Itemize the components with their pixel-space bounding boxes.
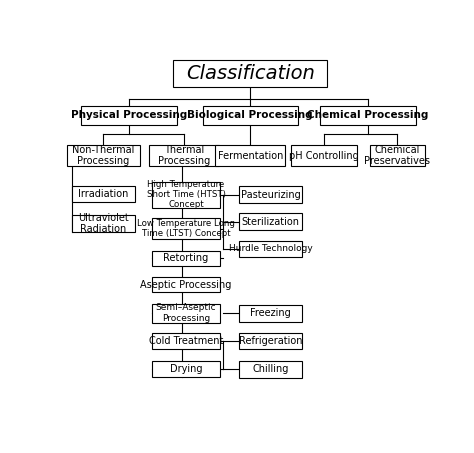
FancyBboxPatch shape <box>239 305 301 322</box>
FancyBboxPatch shape <box>239 186 301 203</box>
Text: Semi–Aseptic
Processing: Semi–Aseptic Processing <box>155 304 216 323</box>
FancyBboxPatch shape <box>82 106 177 125</box>
Text: Drying: Drying <box>170 364 202 374</box>
FancyBboxPatch shape <box>239 361 301 378</box>
FancyBboxPatch shape <box>152 251 220 266</box>
Text: Classification: Classification <box>186 64 315 83</box>
FancyBboxPatch shape <box>173 60 328 87</box>
Text: High Temperature
Short Time (HTST)
Concept: High Temperature Short Time (HTST) Conce… <box>146 180 226 209</box>
Text: Retorting: Retorting <box>164 253 209 263</box>
FancyBboxPatch shape <box>152 304 220 323</box>
FancyBboxPatch shape <box>152 277 220 293</box>
Text: Irradiation: Irradiation <box>78 189 128 199</box>
FancyBboxPatch shape <box>202 106 298 125</box>
FancyBboxPatch shape <box>152 333 220 349</box>
Text: Chilling: Chilling <box>252 364 289 374</box>
FancyBboxPatch shape <box>370 145 425 166</box>
Text: Cold Treatment: Cold Treatment <box>149 336 223 346</box>
Text: Fermentation: Fermentation <box>218 150 283 160</box>
FancyBboxPatch shape <box>239 333 301 349</box>
Text: Physical Processing: Physical Processing <box>71 111 187 120</box>
Text: Hurdle Technology: Hurdle Technology <box>228 245 312 254</box>
Text: Ultraviolet
Radiation: Ultraviolet Radiation <box>78 213 129 234</box>
FancyBboxPatch shape <box>291 145 357 166</box>
FancyBboxPatch shape <box>72 186 135 202</box>
FancyBboxPatch shape <box>149 145 219 166</box>
Text: Thermal
Processing: Thermal Processing <box>158 145 210 166</box>
Text: Sterilization: Sterilization <box>241 217 300 227</box>
Text: Freezing: Freezing <box>250 308 291 318</box>
Text: Non-Thermal
Processing: Non-Thermal Processing <box>72 145 135 166</box>
FancyBboxPatch shape <box>72 215 135 232</box>
FancyBboxPatch shape <box>66 145 140 166</box>
Text: Biological Processing: Biological Processing <box>187 111 313 120</box>
FancyBboxPatch shape <box>320 106 416 125</box>
Text: pH Controlling: pH Controlling <box>289 150 359 160</box>
FancyBboxPatch shape <box>152 182 220 207</box>
Text: Chemical Processing: Chemical Processing <box>307 111 428 120</box>
Text: Low Temperature Long
Time (LTST) Concept: Low Temperature Long Time (LTST) Concept <box>137 219 235 238</box>
Text: Pasteurizing: Pasteurizing <box>241 190 301 200</box>
FancyBboxPatch shape <box>239 213 301 230</box>
Text: Aseptic Processing: Aseptic Processing <box>140 280 232 289</box>
FancyBboxPatch shape <box>239 241 301 257</box>
Text: Chemical
Preservatives: Chemical Preservatives <box>364 145 430 166</box>
Text: Refrigeration: Refrigeration <box>239 336 302 346</box>
FancyBboxPatch shape <box>152 218 220 239</box>
FancyBboxPatch shape <box>152 361 220 377</box>
FancyBboxPatch shape <box>215 145 285 166</box>
